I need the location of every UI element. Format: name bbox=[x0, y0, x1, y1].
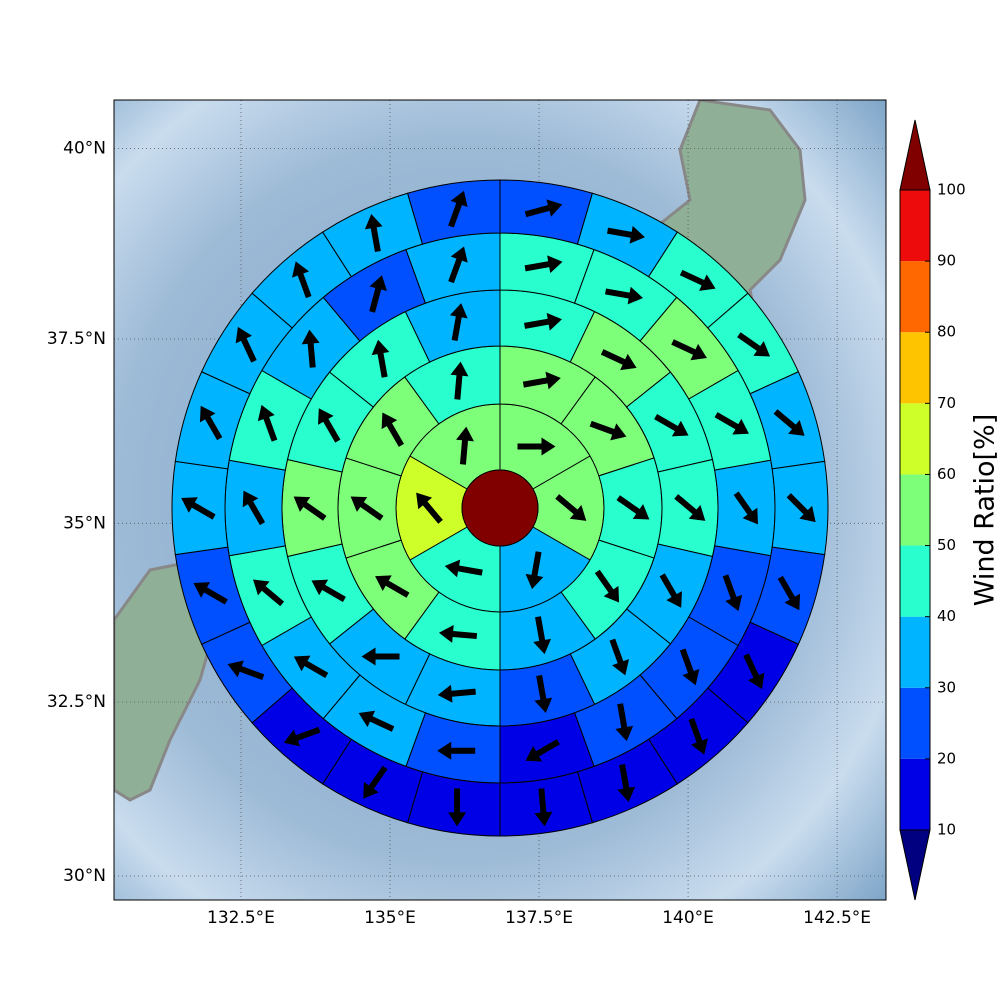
x-tick-label: 132.5°E bbox=[207, 908, 275, 928]
colorbar-tick-label: 20 bbox=[937, 749, 956, 767]
y-tick-label: 35°N bbox=[63, 513, 106, 533]
x-tick-label: 142.5°E bbox=[803, 908, 871, 928]
y-tick-label: 37.5°N bbox=[47, 329, 106, 349]
colorbar-bin bbox=[900, 688, 930, 759]
colorbar-tick-label: 10 bbox=[937, 821, 956, 839]
colorbar-tick-label: 50 bbox=[937, 536, 956, 554]
map bbox=[114, 100, 886, 900]
colorbar-tick-label: 30 bbox=[937, 678, 956, 696]
colorbar-bin bbox=[900, 332, 930, 403]
colorbar-bin bbox=[900, 759, 930, 830]
colorbar-tick-label: 60 bbox=[937, 465, 956, 483]
colorbar-bin bbox=[900, 261, 930, 332]
colorbar: 10 20 30 40 50 60 70 80 90 100 bbox=[900, 120, 966, 900]
colorbar-bin bbox=[900, 474, 930, 545]
center-cell bbox=[462, 470, 538, 546]
colorbar-tick-label: 80 bbox=[937, 323, 956, 341]
x-tick-label: 135°E bbox=[364, 908, 416, 928]
colorbar-bin bbox=[900, 617, 930, 688]
colorbar-over bbox=[900, 120, 930, 190]
wind-rings bbox=[172, 180, 828, 836]
colorbar-label: Wind Ratio[%] bbox=[970, 414, 1000, 606]
colorbar-under bbox=[900, 830, 930, 900]
colorbar-tick-label: 40 bbox=[937, 607, 956, 625]
colorbar-bin bbox=[900, 190, 930, 261]
y-tick-label: 40°N bbox=[63, 138, 106, 158]
colorbar-tick-label: 100 bbox=[937, 181, 966, 199]
y-tick-label: 32.5°N bbox=[47, 692, 106, 712]
y-tick-label: 30°N bbox=[63, 866, 106, 886]
colorbar-bin bbox=[900, 403, 930, 474]
colorbar-bin bbox=[900, 546, 930, 617]
x-tick-label: 140°E bbox=[662, 908, 714, 928]
x-tick-label: 137.5°E bbox=[505, 908, 573, 928]
colorbar-tick-label: 70 bbox=[937, 394, 956, 412]
colorbar-tick-label: 90 bbox=[937, 252, 956, 270]
